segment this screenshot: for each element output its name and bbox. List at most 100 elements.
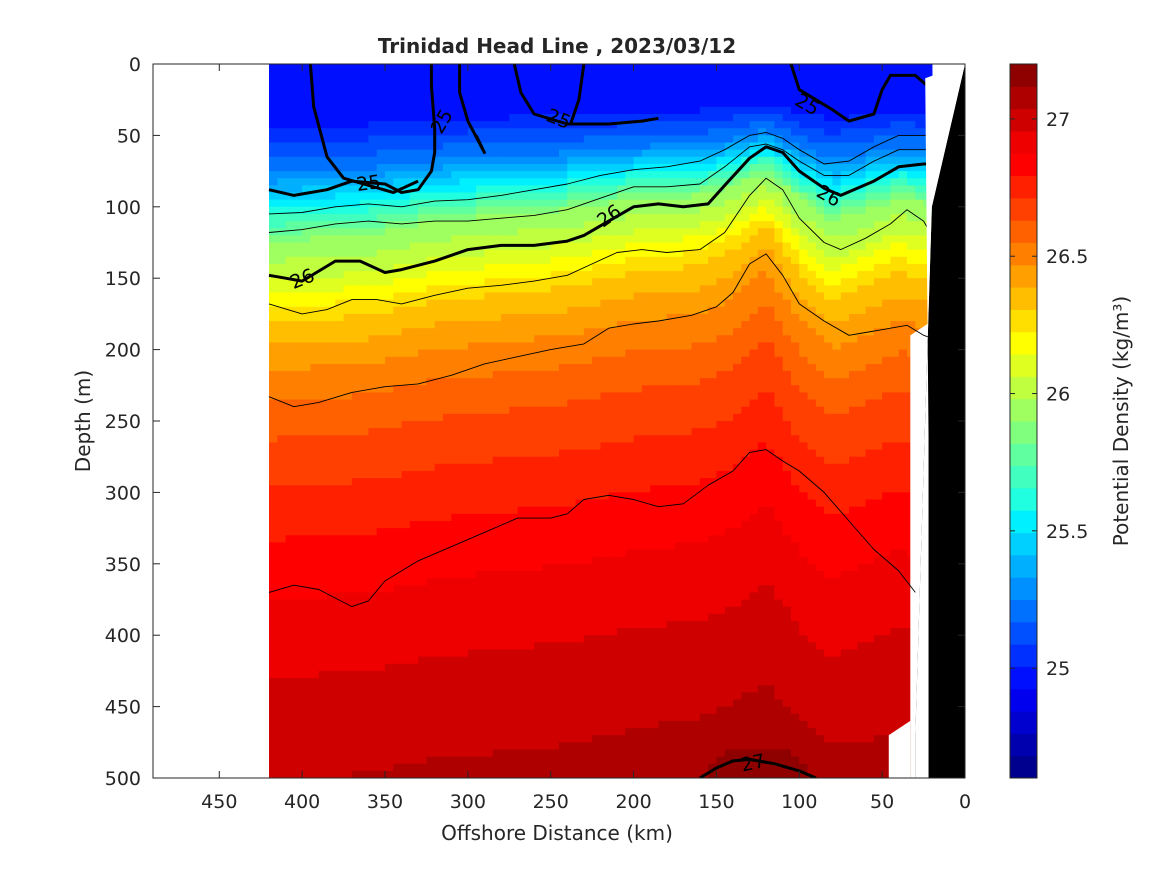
density-cell — [641, 578, 651, 586]
density-cell — [443, 585, 452, 593]
density-cell — [666, 228, 676, 236]
density-cell — [658, 585, 668, 593]
density-cell — [525, 171, 535, 179]
density-cell — [343, 163, 353, 172]
density-cell — [434, 206, 444, 215]
density-cell — [542, 171, 552, 179]
density-cell — [318, 513, 328, 522]
density-cell — [575, 178, 585, 186]
density-cell — [617, 556, 626, 565]
density-cell — [617, 335, 626, 344]
density-cell — [409, 406, 419, 415]
density-cell — [277, 635, 287, 643]
density-cell — [343, 506, 353, 515]
density-cell — [550, 342, 560, 351]
density-cell — [434, 99, 444, 108]
density-cell — [302, 578, 312, 586]
density-cell — [542, 256, 552, 265]
density-cell — [443, 278, 452, 286]
density-cell — [426, 606, 436, 615]
density-cell — [302, 235, 312, 244]
density-cell — [376, 71, 386, 79]
density-cell — [534, 328, 544, 336]
density-cell — [434, 271, 444, 279]
density-cell — [443, 470, 452, 479]
density-cell — [393, 620, 403, 629]
density-cell — [650, 635, 660, 643]
density-cell — [467, 728, 477, 736]
density-cell — [559, 285, 568, 294]
density-cell — [484, 178, 494, 186]
density-cell — [434, 728, 444, 736]
density-cell — [509, 292, 519, 301]
density-cell — [567, 599, 577, 608]
density-cell — [269, 299, 278, 308]
density-cell — [443, 335, 452, 344]
density-cell — [666, 699, 676, 708]
density-cell — [293, 271, 303, 279]
density-cell — [343, 99, 353, 108]
density-cell — [525, 128, 535, 136]
density-cell — [575, 278, 585, 286]
density-cell — [451, 192, 461, 201]
density-cell — [592, 213, 602, 222]
density-cell — [592, 663, 602, 672]
density-cell — [517, 549, 527, 558]
density-cell — [534, 213, 544, 222]
density-cell — [418, 428, 428, 436]
density-cell — [501, 171, 510, 179]
density-cell — [509, 335, 519, 344]
density-cell — [293, 221, 303, 229]
density-cell — [269, 492, 278, 501]
density-cell — [269, 485, 278, 493]
density-cell — [509, 599, 519, 608]
density-cell — [418, 642, 428, 651]
density-cell — [525, 620, 535, 629]
density-cell — [434, 356, 444, 365]
density-cell — [434, 249, 444, 258]
density-cell — [376, 285, 386, 294]
density-cell — [534, 570, 544, 579]
density-cell — [327, 456, 336, 465]
density-cell — [360, 485, 370, 493]
density-cell — [675, 306, 684, 315]
density-cell — [401, 770, 411, 778]
density-cell — [434, 313, 444, 322]
density-cell — [509, 628, 519, 636]
density-cell — [509, 178, 519, 186]
density-cell — [559, 163, 568, 172]
density-cell — [617, 663, 626, 672]
density-cell — [393, 442, 403, 451]
density-cell — [509, 349, 519, 358]
density-cell — [608, 71, 618, 79]
density-cell — [451, 306, 461, 315]
density-cell — [409, 278, 419, 286]
density-cell — [575, 570, 585, 579]
density-cell — [459, 413, 469, 422]
density-cell — [426, 249, 436, 258]
density-cell — [269, 385, 278, 394]
density-cell — [269, 613, 278, 622]
density-cell — [517, 171, 527, 179]
density-cell — [534, 542, 544, 551]
density-cell — [285, 649, 295, 658]
density-cell — [492, 763, 502, 772]
density-cell — [459, 678, 469, 686]
density-cell — [335, 342, 345, 351]
density-cell — [484, 556, 494, 565]
density-cell — [658, 563, 668, 572]
density-cell — [534, 763, 544, 772]
density-cell — [617, 392, 626, 401]
density-cell — [293, 570, 303, 579]
density-cell — [633, 299, 643, 308]
density-cell — [476, 328, 486, 336]
density-cell — [318, 192, 328, 201]
density-cell — [641, 313, 651, 322]
density-cell — [393, 306, 403, 315]
density-cell — [625, 121, 635, 129]
density-cell — [675, 299, 684, 308]
density-cell — [351, 506, 361, 515]
density-cell — [434, 406, 444, 415]
density-cell — [559, 306, 568, 315]
density-cell — [542, 199, 552, 208]
